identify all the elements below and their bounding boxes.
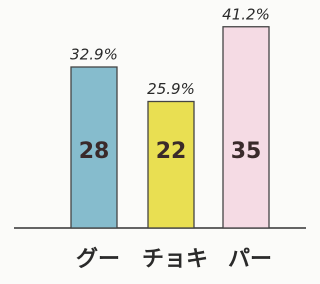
chart: 32.9% 28 グー 25.9% 22 チョキ 41.2% 35 パー — [0, 0, 318, 284]
value-label: 22 — [156, 139, 187, 164]
category-label: パー — [228, 247, 272, 272]
category-label: グー — [76, 246, 120, 272]
category-label: チョキ — [142, 247, 208, 272]
bar — [223, 27, 269, 228]
percent-label: 25.9% — [147, 80, 195, 98]
bar — [148, 102, 194, 229]
value-label: 28 — [79, 139, 110, 164]
percent-label: 41.2% — [222, 5, 270, 23]
percent-label: 32.9% — [70, 46, 118, 64]
value-label: 35 — [231, 139, 262, 164]
